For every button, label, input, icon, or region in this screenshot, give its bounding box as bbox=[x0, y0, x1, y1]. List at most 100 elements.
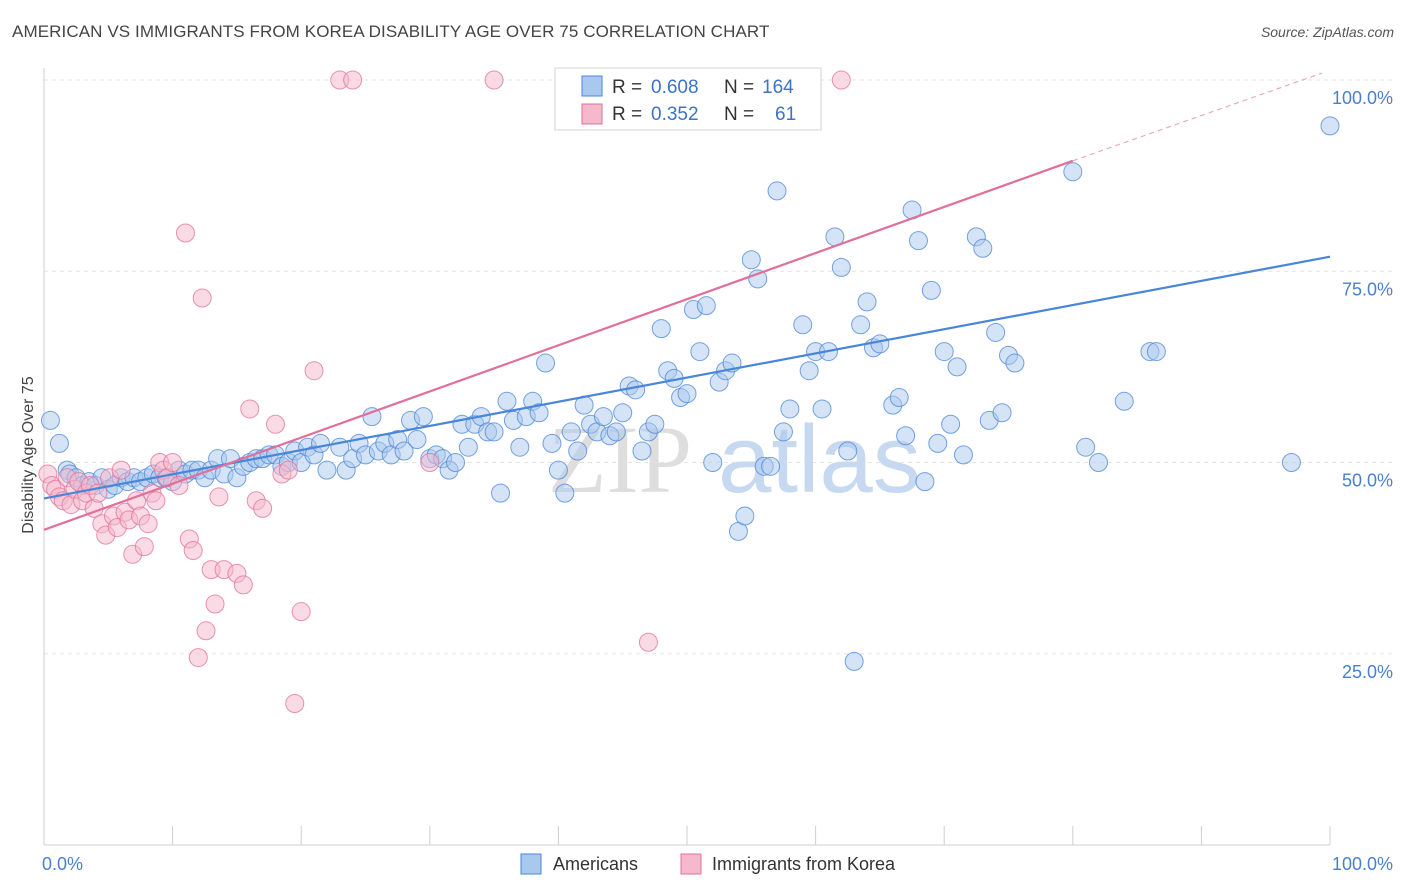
legend-r-value-americans: 0.608 bbox=[651, 77, 699, 98]
source-note: Source: ZipAtlas.com bbox=[1260, 24, 1394, 40]
point-americans bbox=[362, 407, 382, 427]
legend-swatch-americans bbox=[581, 75, 603, 97]
point-americans bbox=[838, 441, 858, 461]
chart-title: AMERICAN VS IMMIGRANTS FROM KOREA DISABI… bbox=[12, 22, 770, 41]
bottom-legend-label-korea: Immigrants from Korea bbox=[712, 854, 896, 874]
point-americans bbox=[793, 315, 813, 335]
point-americans bbox=[49, 433, 69, 453]
point-americans bbox=[735, 506, 755, 526]
point-americans bbox=[1320, 116, 1340, 136]
point-americans bbox=[703, 453, 723, 472]
trend-lines bbox=[43, 72, 1331, 531]
point-americans bbox=[851, 315, 871, 335]
y-tick-label: 25.0% bbox=[1342, 662, 1393, 682]
point-americans bbox=[317, 460, 337, 480]
point-americans bbox=[40, 410, 60, 430]
point-korea bbox=[205, 594, 225, 614]
point-americans bbox=[548, 460, 568, 480]
point-americans bbox=[1089, 453, 1109, 472]
point-americans bbox=[645, 414, 665, 434]
point-americans bbox=[921, 280, 941, 300]
point-americans bbox=[1005, 353, 1025, 373]
point-americans bbox=[1281, 453, 1301, 472]
data-points bbox=[38, 70, 1340, 713]
point-americans bbox=[908, 231, 928, 251]
point-korea bbox=[196, 621, 216, 641]
trend-americans bbox=[43, 255, 1331, 500]
point-americans bbox=[677, 384, 697, 404]
point-americans bbox=[812, 399, 832, 419]
point-americans bbox=[741, 250, 761, 270]
point-americans bbox=[953, 445, 973, 465]
point-americans bbox=[394, 441, 414, 461]
point-americans bbox=[491, 483, 511, 503]
point-americans bbox=[651, 319, 671, 339]
point-americans bbox=[690, 342, 710, 362]
point-korea bbox=[304, 361, 324, 381]
watermark-atlas: atlas bbox=[718, 406, 921, 513]
point-korea bbox=[278, 460, 298, 480]
point-americans bbox=[497, 391, 517, 411]
axes: 25.0% 50.0% 75.0% 100.0% 0.0% 100.0% bbox=[42, 68, 1393, 874]
trend-korea bbox=[43, 159, 1074, 531]
bottom-legend-label-americans: Americans bbox=[553, 854, 638, 874]
point-korea bbox=[484, 70, 504, 90]
bottom-legend-swatch-americans bbox=[520, 853, 542, 875]
point-americans bbox=[407, 430, 427, 450]
y-axis-label: Disability Age Over 75 bbox=[20, 376, 37, 534]
point-americans bbox=[973, 238, 993, 258]
point-americans bbox=[928, 433, 948, 453]
point-americans bbox=[1063, 162, 1083, 182]
point-americans bbox=[941, 414, 961, 434]
point-americans bbox=[773, 422, 793, 442]
point-americans bbox=[458, 437, 478, 457]
point-americans bbox=[529, 403, 549, 423]
point-americans bbox=[1146, 342, 1166, 362]
point-americans bbox=[896, 426, 916, 446]
point-americans bbox=[696, 296, 716, 316]
point-americans bbox=[613, 403, 633, 423]
point-americans bbox=[606, 422, 626, 442]
x-tick-label: 0.0% bbox=[42, 854, 83, 874]
point-americans bbox=[831, 257, 851, 277]
point-americans bbox=[542, 433, 562, 453]
legend-n-value-korea: 61 bbox=[775, 104, 796, 125]
point-americans bbox=[767, 181, 787, 201]
y-tick-label: 50.0% bbox=[1342, 471, 1393, 491]
legend-n-label-korea: N = bbox=[724, 104, 754, 125]
bottom-legend: Americans Immigrants from Korea bbox=[520, 853, 896, 875]
point-korea bbox=[183, 540, 203, 560]
point-americans bbox=[889, 387, 909, 407]
trend-korea-extension bbox=[1072, 72, 1323, 162]
y-tick-label: 100.0% bbox=[1332, 88, 1393, 108]
legend-n-label-americans: N = bbox=[724, 77, 754, 98]
point-korea bbox=[420, 453, 440, 472]
point-korea bbox=[209, 487, 229, 507]
point-americans bbox=[780, 399, 800, 419]
point-americans bbox=[310, 433, 330, 453]
point-americans bbox=[915, 472, 935, 492]
point-americans bbox=[761, 456, 781, 476]
point-korea bbox=[291, 602, 311, 622]
legend-r-value-korea: 0.352 bbox=[651, 104, 699, 125]
point-americans bbox=[555, 483, 575, 503]
point-americans bbox=[484, 422, 504, 442]
point-americans bbox=[992, 403, 1012, 423]
point-americans bbox=[986, 322, 1006, 342]
point-korea bbox=[285, 693, 305, 713]
point-korea bbox=[175, 223, 195, 243]
point-korea bbox=[146, 491, 166, 511]
point-korea bbox=[138, 514, 158, 534]
point-korea bbox=[134, 537, 154, 557]
point-americans bbox=[947, 357, 967, 377]
point-americans bbox=[1076, 437, 1096, 457]
point-americans bbox=[561, 422, 581, 442]
point-americans bbox=[413, 407, 433, 427]
point-americans bbox=[568, 441, 588, 461]
point-americans bbox=[934, 342, 954, 362]
point-korea bbox=[233, 575, 253, 595]
point-americans bbox=[446, 453, 466, 472]
point-korea bbox=[111, 460, 131, 480]
point-korea bbox=[253, 498, 273, 518]
